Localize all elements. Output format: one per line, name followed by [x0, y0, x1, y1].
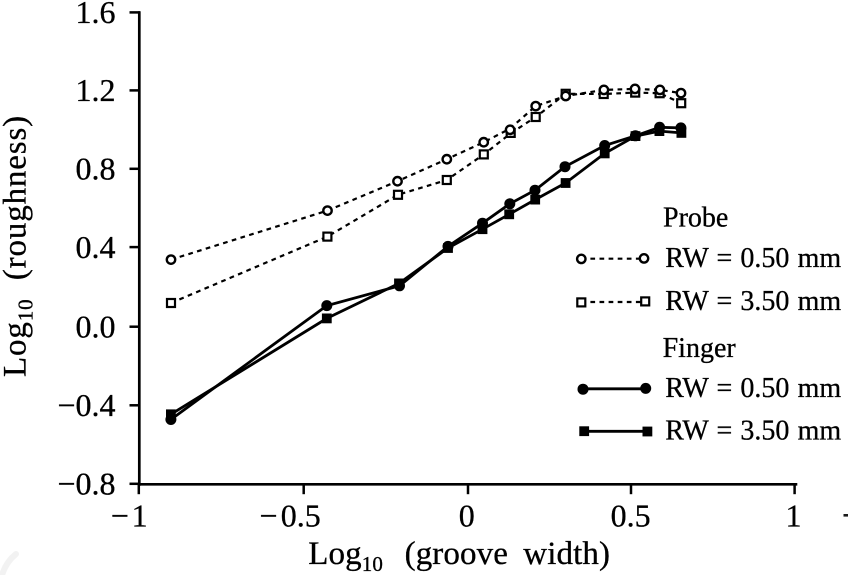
svg-text:1: 1: [132, 498, 148, 534]
svg-text:Probe: Probe: [663, 202, 728, 233]
svg-text:−0.4: −0.4: [57, 387, 115, 423]
svg-text:−0.8: −0.8: [57, 466, 115, 502]
svg-text:0: 0: [459, 498, 475, 534]
svg-text:0.4: 0.4: [76, 229, 116, 265]
svg-text:Log10 (roughness): Log10 (roughness): [0, 115, 38, 377]
svg-text:0.0: 0.0: [76, 308, 116, 344]
svg-text:0.8: 0.8: [76, 151, 116, 187]
svg-text:1.6: 1.6: [76, 0, 116, 30]
svg-text:0.5: 0.5: [611, 498, 651, 534]
svg-text:RW = 0.50 mm: RW = 0.50 mm: [665, 373, 841, 404]
svg-text:0.5: 0.5: [281, 498, 321, 534]
svg-text:RW = 3.50 mm: RW = 3.50 mm: [665, 286, 841, 317]
svg-text:−: −: [111, 498, 129, 534]
svg-text:Log10 (groove width): Log10 (groove width): [308, 536, 610, 575]
svg-text:RW = 3.50 mm: RW = 3.50 mm: [665, 415, 841, 446]
svg-text:1.2: 1.2: [76, 72, 116, 108]
svg-text:−: −: [259, 498, 277, 534]
svg-text:1: 1: [786, 498, 802, 534]
svg-text:Finger: Finger: [663, 333, 737, 364]
svg-text:RW = 0.50 mm: RW = 0.50 mm: [665, 243, 841, 274]
